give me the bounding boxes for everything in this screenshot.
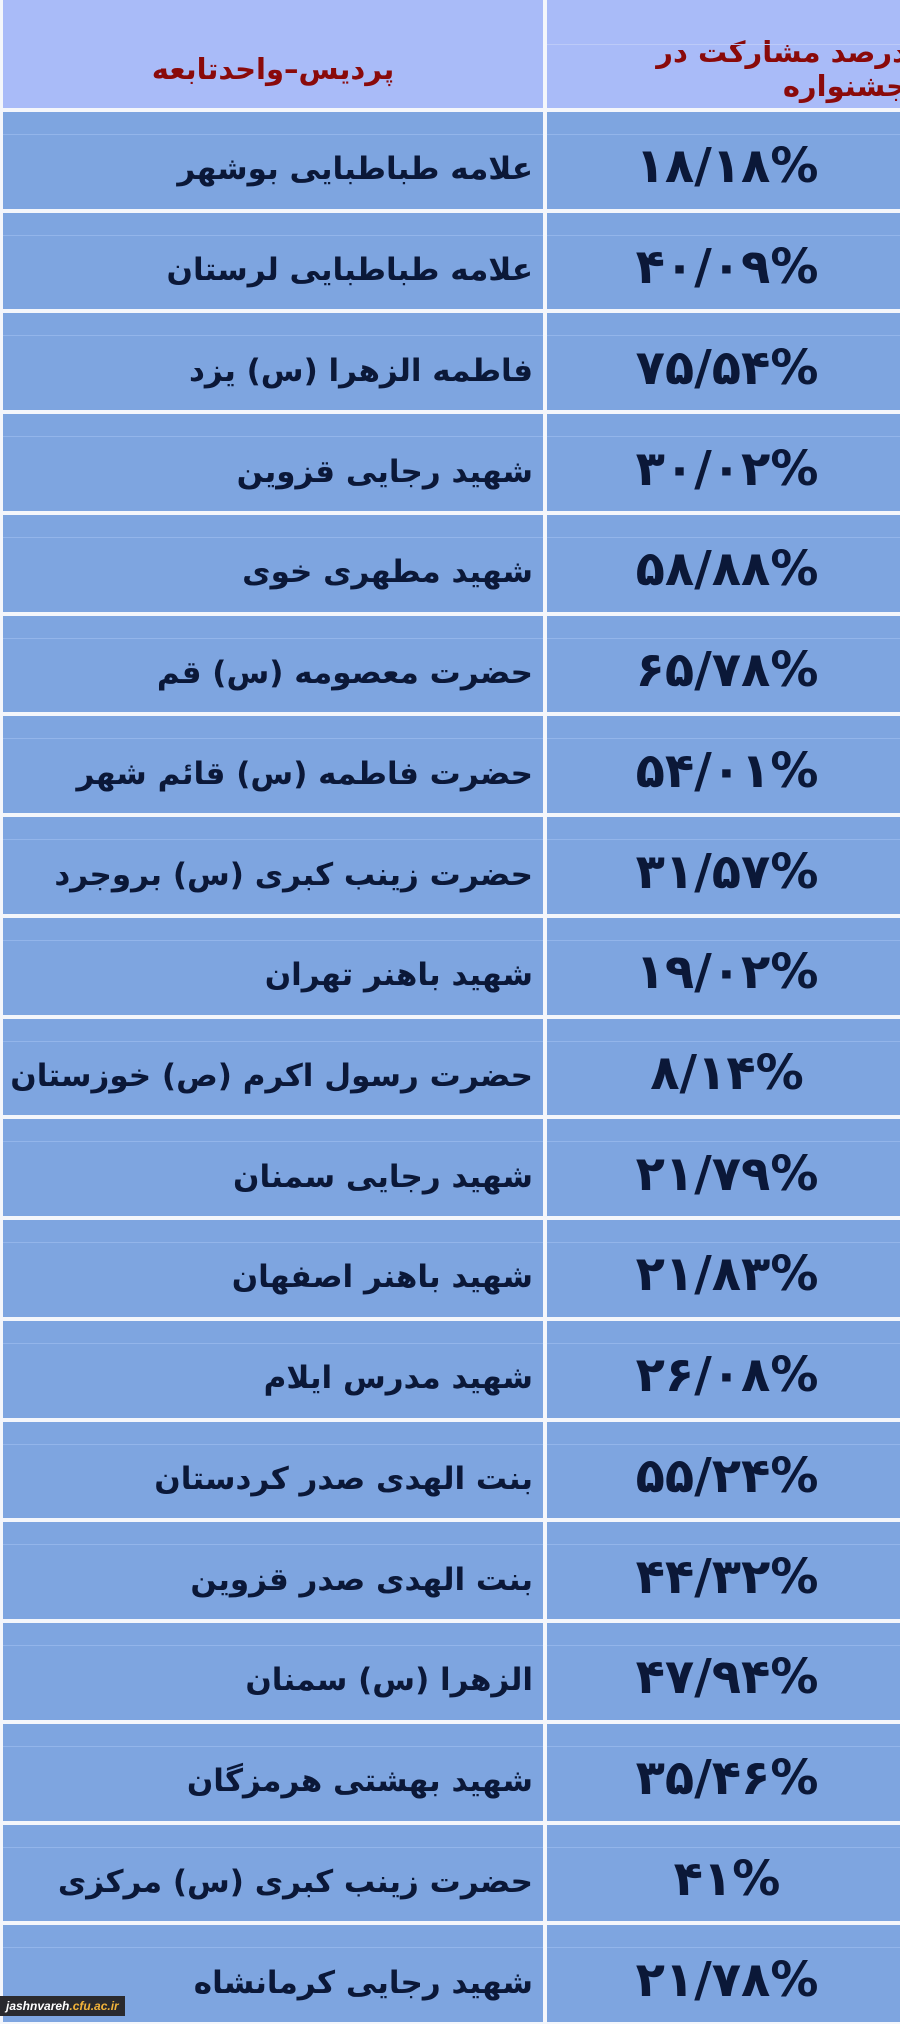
row-participation-percent: ۲۶/۰۸% <box>547 1320 900 1418</box>
header-name-column: پردیس–واحدتابعه <box>3 0 543 108</box>
row-participation-percent: ۴۱% <box>547 1824 900 1922</box>
row-participation-percent: ۲۱/۷۸% <box>547 1925 900 2022</box>
row-participation-percent: ۴۰/۰۹% <box>547 212 900 310</box>
row-participation-percent: ۴۴/۳۲% <box>547 1522 900 1620</box>
row-campus-name: الزهرا (س) سمنان <box>3 1623 543 1720</box>
row-campus-name: حضرت زینب کبری (س) مرکزی <box>3 1824 543 1922</box>
row-participation-percent: ۸/۱۴% <box>547 1018 900 1116</box>
row-campus-name: حضرت فاطمه (س) قائم شهر <box>3 716 543 814</box>
row-participation-percent: ۳۱/۵۷% <box>547 817 900 914</box>
row-participation-percent: ۲۱/۷۹% <box>547 1119 900 1217</box>
row-campus-name: شهید باهنر تهران <box>3 917 543 1015</box>
row-campus-name: حضرت رسول اکرم (ص) خوزستان <box>3 1018 543 1116</box>
watermark-domain: jashnvareh <box>6 1999 70 2013</box>
row-campus-name: علامه طباطبایی لرستان <box>3 212 543 310</box>
row-campus-name: بنت الهدی صدر کردستان <box>3 1421 543 1519</box>
row-campus-name: حضرت زینب کبری (س) بروجرد <box>3 817 543 914</box>
row-campus-name: بنت الهدی صدر قزوین <box>3 1522 543 1620</box>
row-participation-percent: ۵۸/۸۸% <box>547 514 900 612</box>
row-campus-name: شهید مدرس ایلام <box>3 1320 543 1418</box>
row-participation-percent: ۵۴/۰۱% <box>547 716 900 814</box>
row-participation-percent: ۱۸/۱۸% <box>547 112 900 209</box>
row-participation-percent: ۴۷/۹۴% <box>547 1623 900 1720</box>
row-campus-name: شهید رجایی قزوین <box>3 414 543 511</box>
row-participation-percent: ۷۵/۵۴% <box>547 313 900 411</box>
row-campus-name: شهید رجایی سمنان <box>3 1119 543 1217</box>
row-participation-percent: ۱۹/۰۲% <box>547 917 900 1015</box>
watermark-suffix: .cfu.ac.ir <box>69 1999 119 2013</box>
row-participation-percent: ۲۱/۸۳% <box>547 1220 900 1317</box>
row-participation-percent: ۳۵/۴۶% <box>547 1723 900 1821</box>
watermark: jashnvareh.cfu.ac.ir <box>0 1996 125 2016</box>
row-campus-name: شهید باهنر اصفهان <box>3 1220 543 1317</box>
row-campus-name: علامه طباطبایی بوشهر <box>3 112 543 209</box>
row-campus-name: فاطمه الزهرا (س) یزد <box>3 313 543 411</box>
row-participation-percent: ۵۵/۲۴% <box>547 1421 900 1519</box>
row-campus-name: حضرت معصومه (س) قم <box>3 615 543 713</box>
row-campus-name: شهید مطهری خوی <box>3 514 543 612</box>
row-participation-percent: ۳۰/۰۲% <box>547 414 900 511</box>
row-campus-name: شهید بهشتی هرمزگان <box>3 1723 543 1821</box>
row-participation-percent: ۶۵/۷۸% <box>547 615 900 713</box>
header-percent-column: درصد مشارکت در جشنواره <box>547 0 900 108</box>
